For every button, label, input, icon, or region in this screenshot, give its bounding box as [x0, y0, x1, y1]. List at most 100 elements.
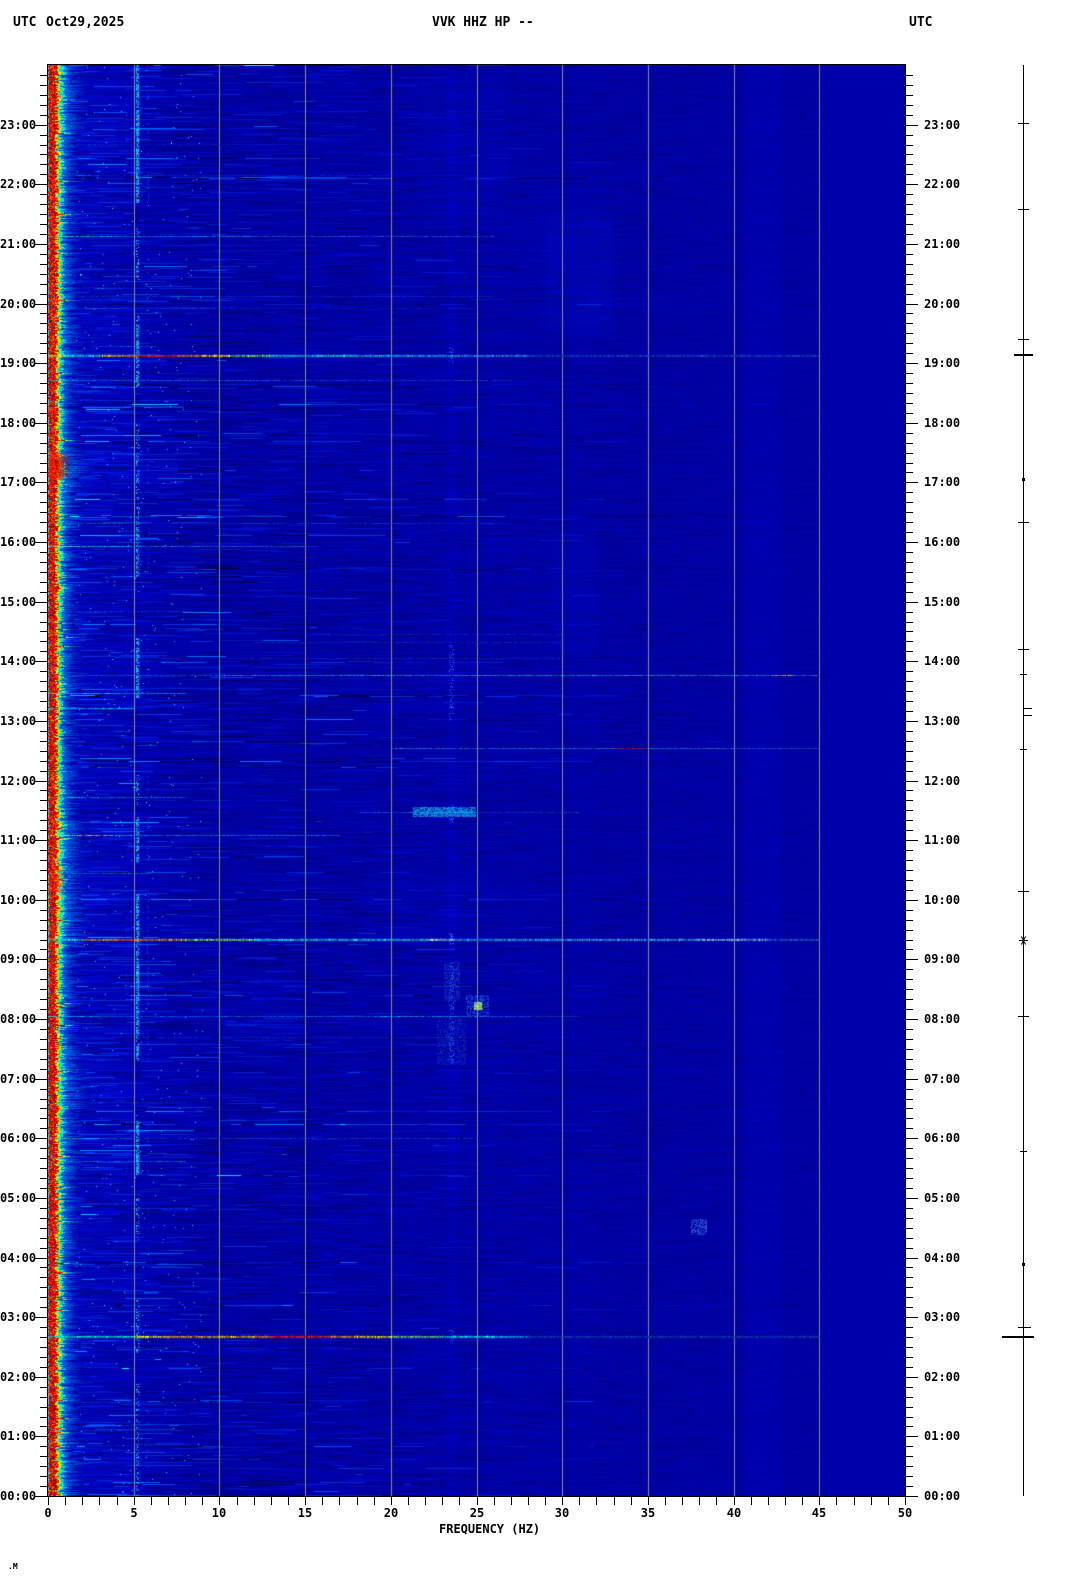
freq-tick-label: 50	[897, 1506, 913, 1520]
event-marker-dot	[1022, 1263, 1025, 1266]
time-tick-right	[906, 900, 918, 901]
time-tick-right	[906, 790, 913, 791]
time-tick-right	[906, 1466, 913, 1467]
hour-label-right: 22:00	[924, 177, 961, 191]
freq-tick	[648, 1497, 649, 1505]
event-marker-tick	[1020, 749, 1027, 750]
time-tick-left	[40, 75, 47, 76]
time-tick-right	[906, 1019, 918, 1020]
time-tick-left	[40, 1089, 47, 1090]
time-tick-right	[906, 174, 913, 175]
freq-tick	[442, 1497, 443, 1505]
time-tick-left	[40, 323, 47, 324]
time-tick-right	[906, 731, 913, 732]
time-tick-left	[40, 1118, 47, 1119]
hour-label-right: 02:00	[924, 1370, 961, 1384]
time-tick-left	[40, 1009, 47, 1010]
freq-tick	[305, 1497, 306, 1505]
time-tick-left	[40, 393, 47, 394]
hour-label-right: 16:00	[924, 535, 961, 549]
freq-tick	[117, 1497, 118, 1505]
time-tick-left	[40, 1466, 47, 1467]
time-tick-left	[40, 383, 47, 384]
event-marker-tick	[1018, 339, 1029, 340]
time-tick-left	[40, 880, 47, 881]
time-tick-right	[906, 1049, 913, 1050]
time-tick-left	[35, 244, 47, 245]
time-tick-left	[40, 1039, 47, 1040]
hour-label-left: 18:00	[0, 416, 37, 430]
time-tick-right	[906, 562, 913, 563]
time-tick-left	[40, 850, 47, 851]
time-tick-left	[35, 661, 47, 662]
time-tick-right	[906, 304, 918, 305]
freq-tick	[374, 1497, 375, 1505]
freq-tick	[579, 1497, 580, 1505]
time-tick-right	[906, 631, 913, 632]
time-tick-right	[906, 1317, 918, 1318]
time-tick-left	[40, 1267, 47, 1268]
time-tick-right	[906, 850, 913, 851]
time-tick-left	[40, 622, 47, 623]
time-tick-right	[906, 1178, 913, 1179]
spectrogram-frame	[47, 64, 906, 1497]
time-tick-right	[906, 482, 918, 483]
hour-label-left: 12:00	[0, 774, 37, 788]
hour-label-right: 19:00	[924, 356, 961, 370]
time-tick-left	[40, 1238, 47, 1239]
time-tick-left	[40, 85, 47, 86]
time-tick-left	[40, 741, 47, 742]
time-tick-right	[906, 284, 913, 285]
time-tick-right	[906, 1138, 918, 1139]
freq-tick	[65, 1497, 66, 1505]
hour-label-left: 19:00	[0, 356, 37, 370]
time-tick-right	[906, 1456, 913, 1457]
time-tick-left	[35, 959, 47, 960]
time-tick-right	[906, 234, 913, 235]
hour-label-left: 22:00	[0, 177, 37, 191]
freq-tick	[785, 1497, 786, 1505]
time-tick-right	[906, 1108, 913, 1109]
time-tick-left	[40, 1486, 47, 1487]
time-tick-right	[906, 1307, 913, 1308]
time-tick-left	[40, 115, 47, 116]
time-tick-right	[906, 1148, 913, 1149]
time-tick-left	[40, 145, 47, 146]
time-tick-left	[40, 910, 47, 911]
time-tick-left	[40, 1337, 47, 1338]
freq-tick	[254, 1497, 255, 1505]
hour-label-right: 15:00	[924, 595, 961, 609]
time-tick-left	[40, 274, 47, 275]
time-tick-right	[906, 274, 913, 275]
freq-tick	[511, 1497, 512, 1505]
hour-label-right: 05:00	[924, 1191, 961, 1205]
time-tick-right	[906, 194, 913, 195]
time-tick-right	[906, 1059, 913, 1060]
time-tick-right	[906, 800, 913, 801]
freq-tick	[854, 1497, 855, 1505]
time-tick-right	[906, 164, 913, 165]
freq-tick-label: 45	[811, 1506, 827, 1520]
time-tick-right	[906, 1099, 913, 1100]
time-tick-left	[40, 1128, 47, 1129]
time-tick-right	[906, 651, 913, 652]
hour-label-left: 13:00	[0, 714, 37, 728]
time-tick-left	[40, 433, 47, 434]
time-tick-right	[906, 602, 918, 603]
time-tick-left	[40, 820, 47, 821]
freq-tick	[408, 1497, 409, 1505]
freq-tick	[477, 1497, 478, 1505]
time-tick-left	[40, 1456, 47, 1457]
time-tick-right	[906, 75, 913, 76]
time-tick-right	[906, 264, 913, 265]
corner-mark: .M	[8, 1562, 18, 1571]
freq-tick	[819, 1497, 820, 1505]
time-tick-right	[906, 1238, 913, 1239]
time-tick-left	[40, 930, 47, 931]
time-tick-left	[35, 721, 47, 722]
event-marker-tick	[1020, 1151, 1027, 1152]
time-tick-right	[906, 711, 913, 712]
time-tick-left	[35, 1198, 47, 1199]
time-tick-right	[906, 1486, 913, 1487]
